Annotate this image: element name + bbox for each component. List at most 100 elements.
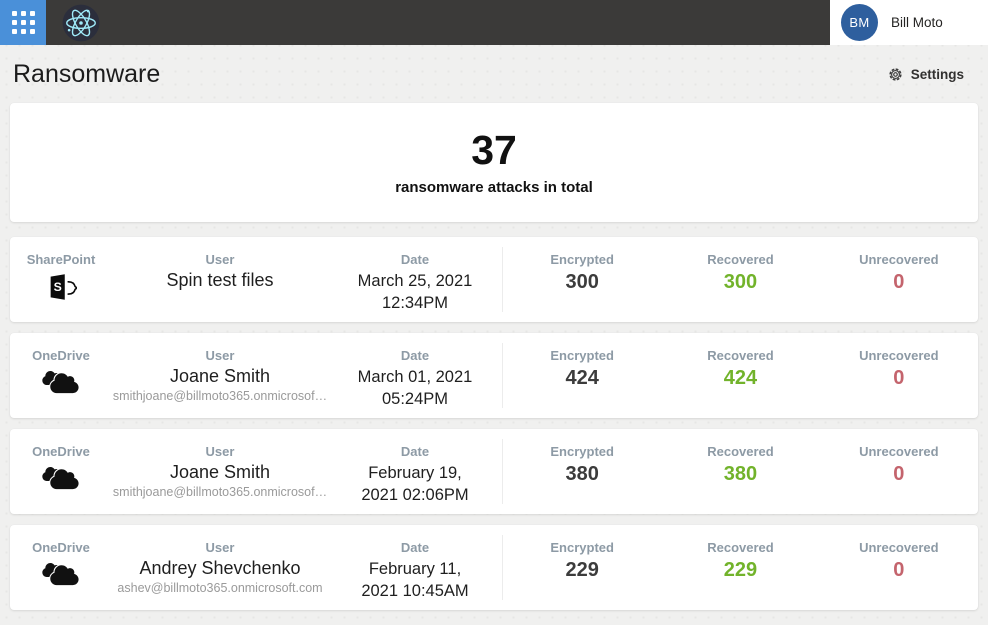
- user-name: Andrey Shevchenko: [139, 558, 301, 578]
- encrypted-stat: Encrypted 380: [503, 439, 661, 504]
- date-column-header: Date: [400, 540, 430, 555]
- attack-row[interactable]: OneDrive S User Andrey Shevchenko ashev@…: [10, 525, 978, 610]
- date-column-header: Date: [400, 252, 430, 267]
- unrecovered-stat: Unrecovered 0: [820, 535, 978, 600]
- unrecovered-count: 0: [893, 463, 905, 485]
- unrecovered-stat: Unrecovered 0: [820, 247, 978, 312]
- user-column-header: User: [205, 444, 235, 459]
- unrecovered-count: 0: [893, 559, 905, 581]
- service-column: OneDrive S: [10, 429, 112, 514]
- encrypted-stat: Encrypted 300: [503, 247, 661, 312]
- service-column: OneDrive S: [10, 525, 112, 610]
- account-button[interactable]: BM Bill Moto: [830, 0, 988, 45]
- user-name: Joane Smith: [169, 462, 271, 482]
- total-attacks-count: 37: [471, 126, 517, 173]
- recovered-count: 300: [723, 271, 758, 293]
- summary-card: 37 ransomware attacks in total: [10, 103, 978, 222]
- recovered-count: 229: [723, 559, 758, 581]
- service-label: OneDrive: [32, 444, 90, 459]
- attack-row[interactable]: OneDrive S User Joane Smith smithjoane@b…: [10, 333, 978, 418]
- user-name: Spin test files: [166, 270, 274, 290]
- avatar: BM: [841, 4, 878, 41]
- user-column-header: User: [205, 540, 235, 555]
- recovered-stat: Recovered 380: [661, 439, 819, 504]
- electron-atom-logo-icon: [62, 4, 100, 42]
- encrypted-stat: Encrypted 424: [503, 343, 661, 408]
- recovered-count: 424: [723, 367, 758, 389]
- onedrive-icon: [42, 559, 80, 587]
- service-label: OneDrive: [32, 348, 90, 363]
- date-column-header: Date: [400, 348, 430, 363]
- recovered-stat: Recovered 229: [661, 535, 819, 600]
- date-column-header: Date: [400, 444, 430, 459]
- unrecovered-column-header: Unrecovered: [859, 540, 939, 555]
- encrypted-column-header: Encrypted: [550, 252, 614, 267]
- settings-button[interactable]: Settings: [887, 66, 964, 83]
- encrypted-count: 229: [565, 559, 599, 581]
- encrypted-column-header: Encrypted: [550, 348, 614, 363]
- onedrive-icon: [42, 463, 80, 491]
- waffle-grid-icon: [11, 11, 35, 34]
- recovered-column-header: Recovered: [707, 348, 774, 363]
- page-title: Ransomware: [13, 59, 161, 88]
- user-column: User Spin test files: [112, 237, 328, 322]
- encrypted-column-header: Encrypted: [550, 540, 614, 555]
- account-user-name: Bill Moto: [891, 15, 943, 30]
- stats-group: Encrypted 424 Recovered 424 Unrecovered …: [502, 343, 978, 408]
- attack-row[interactable]: SharePoint S User Spin test files Dat: [10, 237, 978, 322]
- date-column: Date February 19, 2021 02:06PM: [328, 429, 502, 514]
- date-value: February 19, 2021 02:06PM: [361, 464, 469, 504]
- user-name: Joane Smith: [169, 366, 271, 386]
- encrypted-count: 424: [565, 367, 599, 389]
- user-column: User Andrey Shevchenko ashev@billmoto365…: [112, 525, 328, 610]
- user-column-header: User: [205, 252, 235, 267]
- date-column: Date March 25, 2021 12:34PM: [328, 237, 502, 322]
- unrecovered-column-header: Unrecovered: [859, 252, 939, 267]
- user-email: smithjoane@billmoto365.onmicrosof…: [112, 389, 328, 403]
- stats-group: Encrypted 380 Recovered 380 Unrecovered …: [502, 439, 978, 504]
- unrecovered-column-header: Unrecovered: [859, 348, 939, 363]
- attack-list: SharePoint S User Spin test files Dat: [0, 237, 988, 610]
- topbar: BM Bill Moto: [0, 0, 988, 45]
- attack-row[interactable]: OneDrive S User Joane Smith smithjoane@b…: [10, 429, 978, 514]
- user-column: User Joane Smith smithjoane@billmoto365.…: [112, 429, 328, 514]
- app-launcher-button[interactable]: [0, 0, 46, 45]
- stats-group: Encrypted 300 Recovered 300 Unrecovered …: [502, 247, 978, 312]
- user-column-header: User: [205, 348, 235, 363]
- gear-icon: [887, 66, 904, 83]
- recovered-count: 380: [723, 463, 758, 485]
- date-value: March 25, 2021 12:34PM: [357, 272, 473, 312]
- unrecovered-stat: Unrecovered 0: [820, 439, 978, 504]
- total-attacks-caption: ransomware attacks in total: [395, 179, 593, 197]
- recovered-stat: Recovered 300: [661, 247, 819, 312]
- user-email: smithjoane@billmoto365.onmicrosof…: [112, 485, 328, 499]
- recovered-column-header: Recovered: [707, 252, 774, 267]
- unrecovered-count: 0: [893, 271, 905, 293]
- user-column: User Joane Smith smithjoane@billmoto365.…: [112, 333, 328, 418]
- date-column: Date March 01, 2021 05:24PM: [328, 333, 502, 418]
- service-column: SharePoint S: [10, 237, 112, 322]
- settings-label: Settings: [910, 66, 964, 82]
- encrypted-column-header: Encrypted: [550, 444, 614, 459]
- recovered-column-header: Recovered: [707, 540, 774, 555]
- service-label: OneDrive: [32, 540, 90, 555]
- user-email: ashev@billmoto365.onmicrosoft.com: [117, 581, 323, 595]
- service-label: SharePoint: [26, 252, 96, 267]
- recovered-column-header: Recovered: [707, 444, 774, 459]
- date-value: March 01, 2021 05:24PM: [357, 368, 473, 408]
- encrypted-stat: Encrypted 229: [503, 535, 661, 600]
- date-value: February 11, 2021 10:45AM: [361, 560, 469, 600]
- unrecovered-stat: Unrecovered 0: [820, 343, 978, 408]
- unrecovered-count: 0: [893, 367, 905, 389]
- stats-group: Encrypted 229 Recovered 229 Unrecovered …: [502, 535, 978, 600]
- sharepoint-icon: S: [45, 271, 79, 303]
- svg-text:S: S: [54, 280, 62, 294]
- service-column: OneDrive S: [10, 333, 112, 418]
- recovered-stat: Recovered 424: [661, 343, 819, 408]
- encrypted-count: 380: [565, 463, 599, 485]
- encrypted-count: 300: [565, 271, 599, 293]
- avatar-initials: BM: [849, 15, 870, 30]
- unrecovered-column-header: Unrecovered: [859, 444, 939, 459]
- page-header: Ransomware Settings: [0, 45, 988, 103]
- onedrive-icon: [42, 367, 80, 395]
